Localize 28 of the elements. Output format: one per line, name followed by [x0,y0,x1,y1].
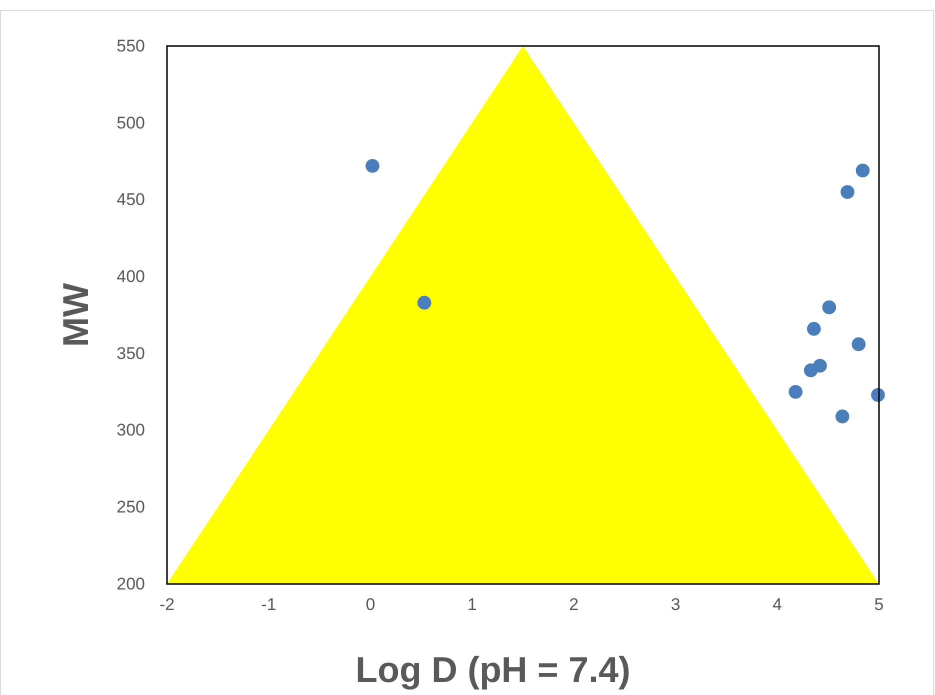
point [840,185,854,199]
y-tick-label: 300 [116,420,145,440]
y-tick-label: 350 [116,344,145,363]
y-tick-label: 550 [116,36,145,56]
point [804,363,818,378]
point [806,322,821,336]
x-tick-label: 5 [874,595,884,614]
y-tick-label: 250 [116,498,145,517]
y-tick-label: 500 [116,113,145,132]
point [822,300,836,314]
x-tick-label: 4 [772,595,782,614]
x-tick-label: 1 [467,595,477,614]
point [366,159,380,173]
point [852,337,866,352]
y-tick-label: 450 [116,190,145,210]
x-tick-label: 0 [366,595,376,614]
x-tick-label: -2 [159,595,175,614]
x-tick-label: 2 [569,595,579,614]
x-tick-label: 3 [670,595,680,614]
point [417,296,432,310]
x-axis-title: Log D (pH = 7.4) [355,649,631,690]
y-tick-label: 200 [116,574,145,594]
y-tick-label: 400 [116,267,145,286]
x-tick-label: -1 [261,595,276,614]
point [856,164,870,178]
point [788,384,803,399]
point [835,410,850,424]
y-axis-title: MW [55,282,96,347]
